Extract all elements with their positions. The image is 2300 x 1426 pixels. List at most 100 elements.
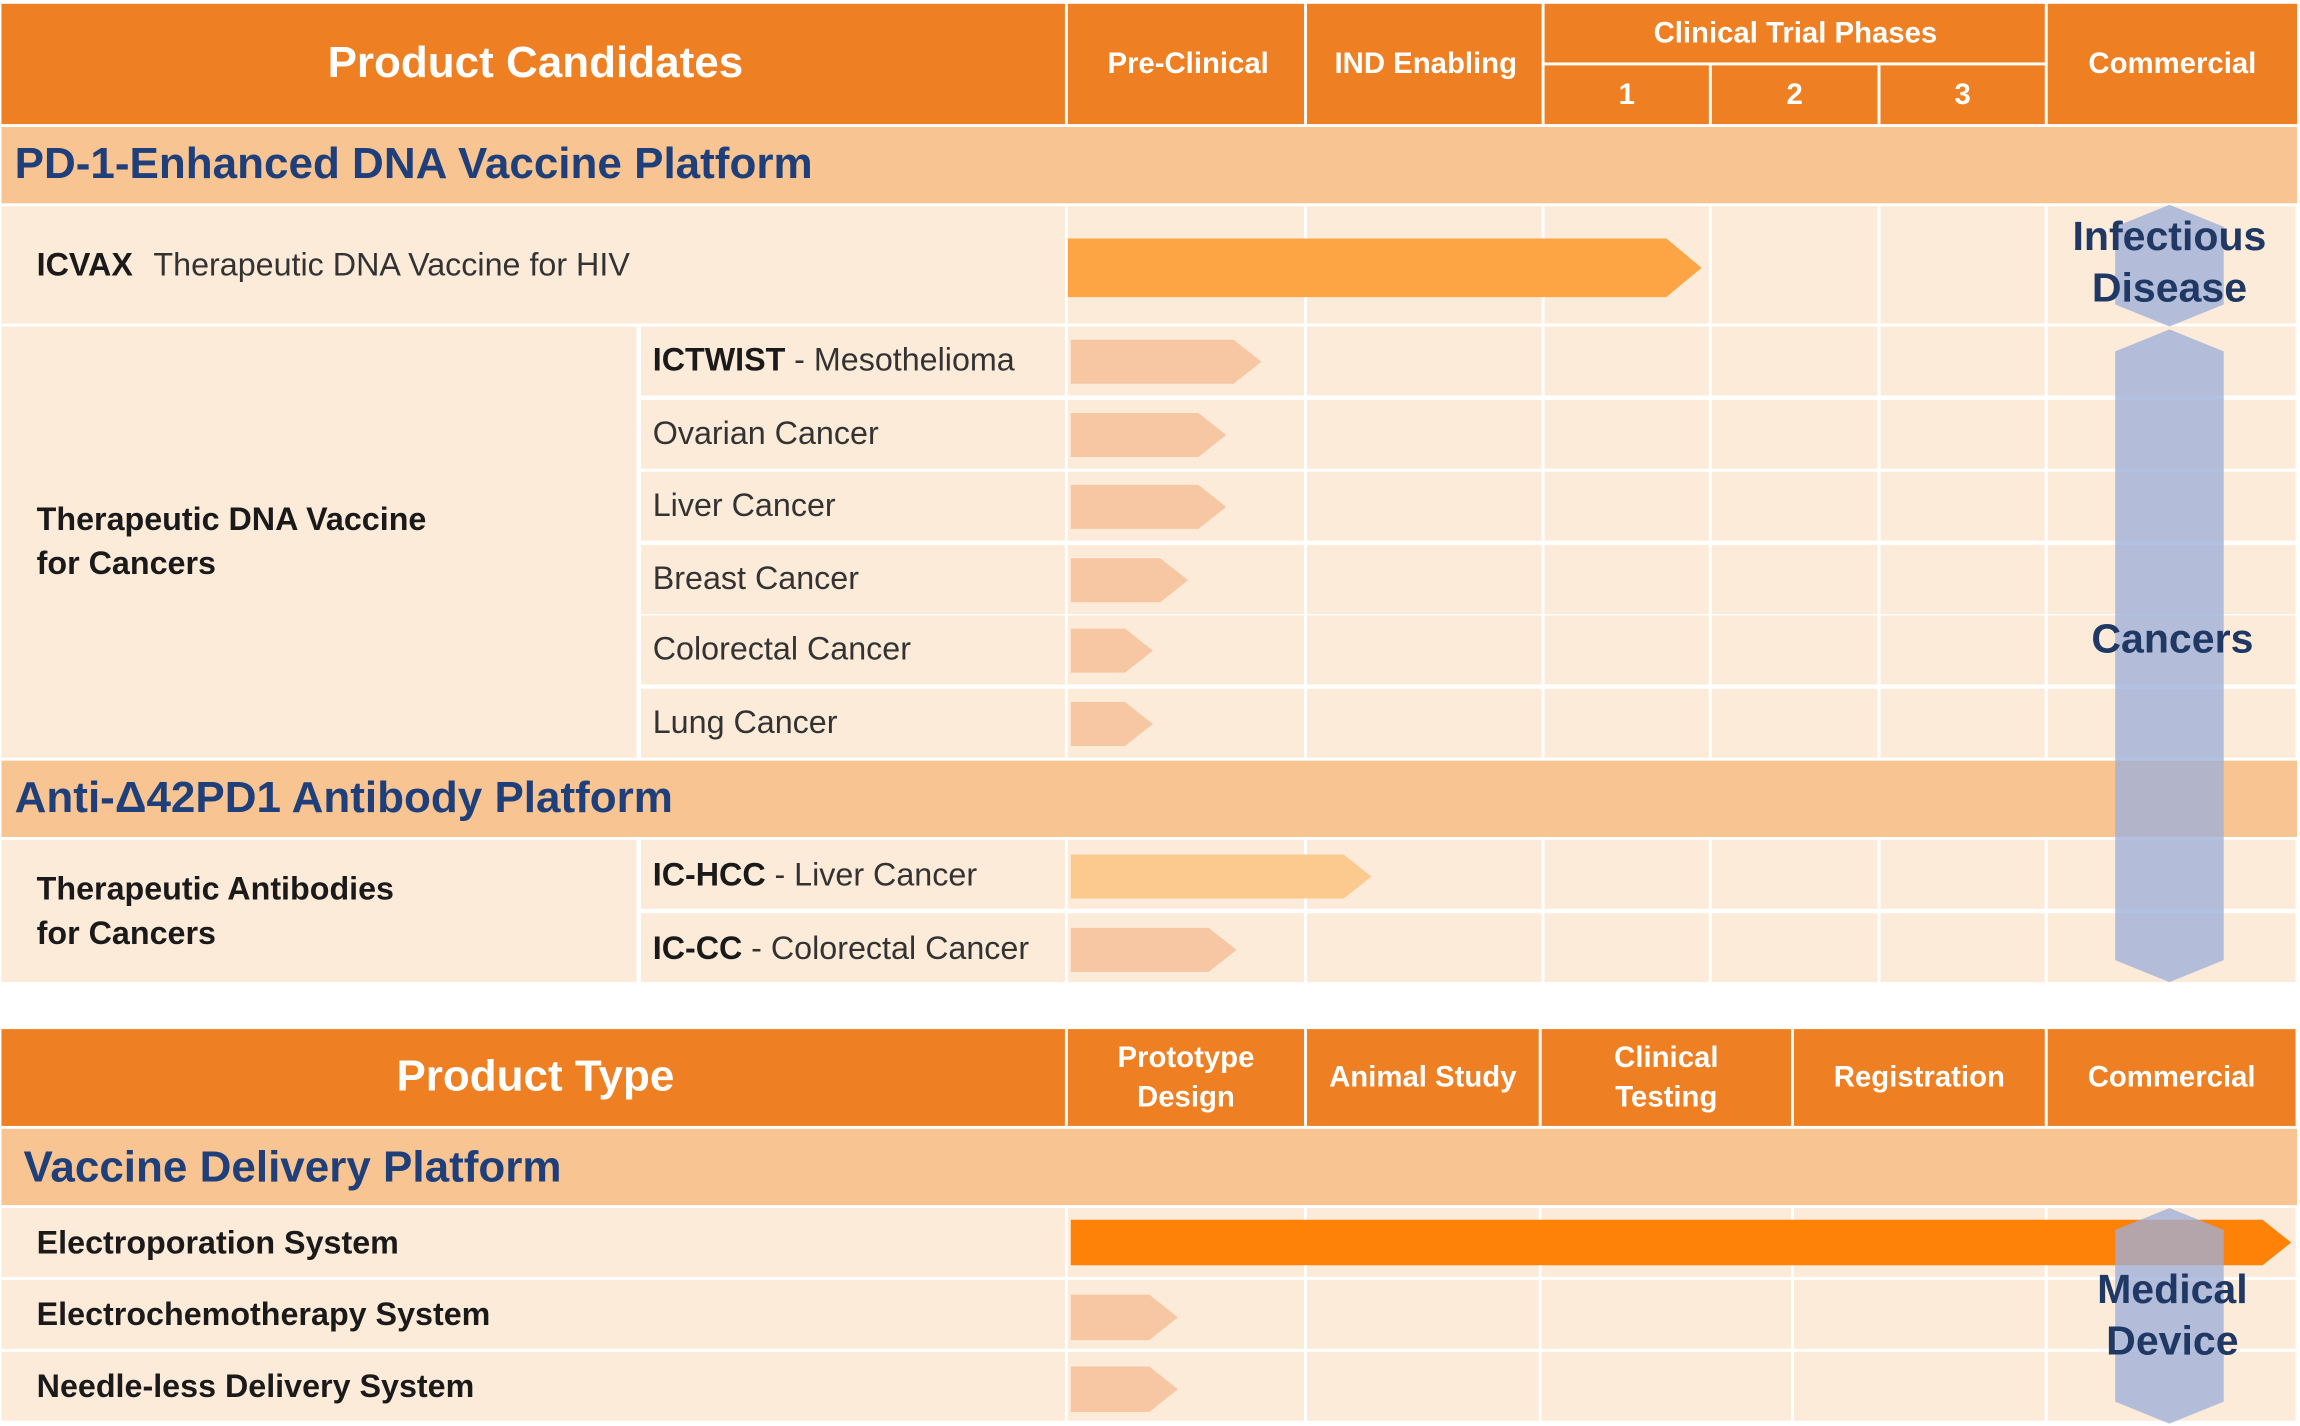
platform-band: [1, 126, 2298, 204]
header-cell: [1544, 65, 1709, 125]
candidate-name: IC-CC: [653, 929, 743, 965]
phase-header: 1: [1619, 78, 1635, 111]
candidate: Colorectal Cancer: [653, 630, 911, 666]
cell: [1711, 615, 1878, 685]
cell: [1544, 326, 1709, 396]
cell: [641, 688, 1065, 758]
cell: [1544, 839, 1709, 909]
cell: [1541, 1279, 1792, 1349]
candidate-name: IC-HCC: [653, 856, 766, 892]
header-cell: [1067, 1029, 1305, 1126]
candidate: ICTWIST - Mesothelioma: [653, 341, 1015, 377]
cell: [1306, 615, 1542, 685]
candidate: Lung Cancer: [653, 704, 838, 740]
indication: Colorectal Cancer: [653, 630, 911, 666]
cell: [641, 545, 1065, 614]
market-arrow: [2115, 204, 2224, 327]
candidate: IC-HCC - Liver Cancer: [653, 856, 978, 892]
progress-arrow: [1070, 927, 1237, 972]
cell: [1711, 839, 1878, 909]
progress-arrow: [1070, 484, 1227, 529]
cell: [1880, 615, 2045, 685]
progress-arrow: [1070, 628, 1153, 673]
platform-title: Vaccine Delivery Platform: [23, 1143, 561, 1192]
cell: [1544, 913, 1709, 983]
cell: [1880, 326, 2045, 396]
market-label: Cancers: [2091, 616, 2253, 662]
indication: Liver Cancer: [653, 486, 836, 522]
header-cell: [1, 3, 1065, 125]
cell: [1880, 839, 2045, 909]
platform-title: PD-1-Enhanced DNA Vaccine Platform: [15, 139, 813, 188]
cell: [1880, 913, 2045, 983]
candidate-name: ICTWIST: [653, 341, 786, 377]
market-label: Device: [2106, 1318, 2238, 1364]
header-cell: [1544, 3, 2045, 63]
product-type: Needle-less Delivery System: [37, 1368, 475, 1404]
progress-arrow: [1070, 1366, 1178, 1412]
header-cell: [2047, 1029, 2296, 1126]
progress-arrow: [1070, 558, 1189, 603]
candidate: Ovarian Cancer: [653, 415, 879, 451]
indication: Ovarian Cancer: [653, 415, 879, 451]
cell: [1544, 545, 1709, 614]
cell: [1711, 471, 1878, 541]
column-header: Registration: [1834, 1061, 2005, 1094]
cell: [1, 1208, 1065, 1277]
column-header: Commercial: [2088, 1061, 2256, 1094]
cell: [1, 206, 1065, 324]
cell: [1, 1279, 1065, 1349]
market-arrow: [2115, 1208, 2224, 1424]
candidate: Liver Cancer: [653, 486, 836, 522]
cell: [1306, 399, 1542, 469]
column-header: Pre-Clinical: [1107, 47, 1268, 80]
cell: [641, 913, 1065, 983]
cell: [1711, 913, 1878, 983]
cell: [1711, 545, 1878, 614]
column-header: Animal Study: [1329, 1061, 1517, 1094]
platform-band: [1, 760, 2298, 837]
cell: [1793, 1351, 2045, 1421]
group-label: for Cancers: [37, 545, 216, 581]
market-label: Infectious: [2072, 213, 2266, 259]
candidate: ICVAX Therapeutic DNA Vaccine for HIV: [37, 246, 631, 282]
cell: [1306, 545, 1542, 614]
progress-arrow: [1070, 1294, 1178, 1341]
progress-arrow: [1070, 413, 1227, 458]
group-cell: [1, 326, 637, 758]
column-header: Clinical Trial Phases: [1654, 16, 1938, 49]
platform-title: Anti-Δ42PD1 Antibody Platform: [15, 773, 673, 822]
cell: [1, 1351, 1065, 1421]
group-label: Therapeutic DNA Vaccine: [37, 501, 427, 537]
cell: [1880, 206, 2045, 324]
indication: Lung Cancer: [653, 704, 838, 740]
indication: - Colorectal Cancer: [751, 929, 1029, 965]
cell: [1880, 399, 2045, 469]
phase-header: 3: [1954, 78, 1970, 111]
cell: [1880, 471, 2045, 541]
column-header: Clinical: [1614, 1041, 1718, 1074]
group-cell: [1, 839, 637, 983]
column-header: Design: [1137, 1081, 1235, 1114]
cell: [1306, 1351, 1539, 1421]
header-title: Product Type: [396, 1052, 674, 1101]
header-cell: [1, 1029, 1065, 1126]
header-cell: [2047, 3, 2298, 125]
column-header: IND Enabling: [1335, 47, 1518, 80]
cell: [641, 615, 1065, 685]
header-cell: [1067, 3, 1305, 125]
cell: [1544, 615, 1709, 685]
cell: [1711, 206, 1878, 324]
market-arrow: [2115, 329, 2224, 983]
header-cell: [1711, 65, 1878, 125]
candidate: IC-CC - Colorectal Cancer: [653, 929, 1030, 965]
phase-header: 2: [1787, 78, 1803, 111]
progress-arrow: [1070, 1219, 2292, 1266]
cell: [641, 399, 1065, 469]
cell: [641, 471, 1065, 541]
candidate-desc: Therapeutic DNA Vaccine for HIV: [153, 246, 630, 282]
candidate: Breast Cancer: [653, 560, 859, 596]
cell: [1306, 326, 1542, 396]
progress-arrow: [1070, 854, 1372, 899]
